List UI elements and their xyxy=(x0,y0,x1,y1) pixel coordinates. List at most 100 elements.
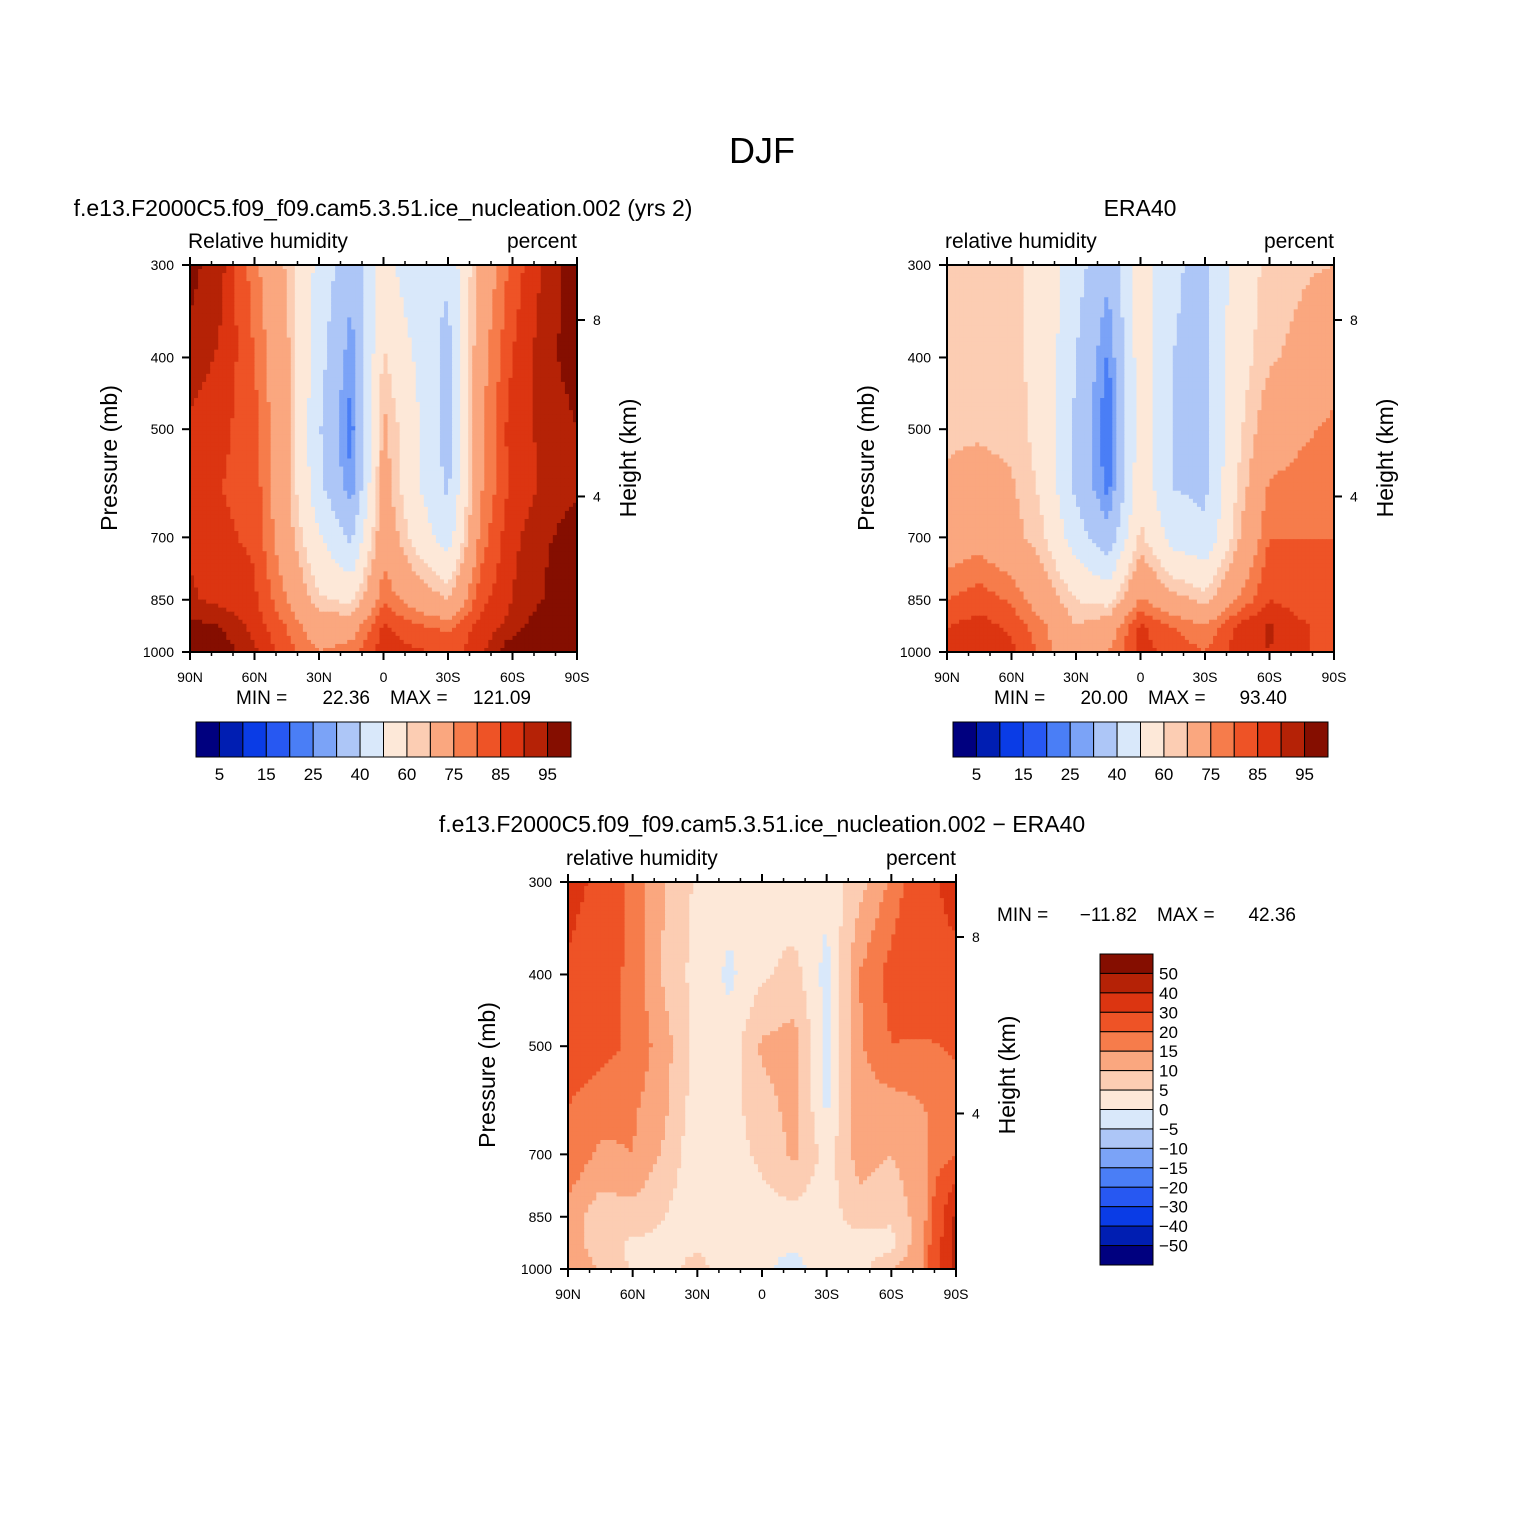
panel-model-field-cell xyxy=(524,349,530,355)
panel-model-field-cell xyxy=(343,349,348,355)
panel-model-field-cell xyxy=(500,301,506,306)
panel-model-field-cell xyxy=(540,438,546,443)
panel-model-field-cell xyxy=(371,285,377,290)
panel-model-field-cell xyxy=(423,313,429,319)
panel-model-field-cell xyxy=(520,329,526,335)
panel-model-field-cell xyxy=(363,381,368,387)
panel-model-field-cell xyxy=(375,454,381,460)
panel-model-field-cell xyxy=(419,361,425,367)
panel-model-field-cell xyxy=(278,373,284,379)
panel-model-field-cell xyxy=(439,281,445,286)
panel-model-field-cell xyxy=(274,365,280,371)
panel-model-field-cell xyxy=(468,357,473,363)
panel-model-field-cell xyxy=(508,361,514,367)
panel-model-field-cell xyxy=(387,438,393,443)
panel-model-field-cell xyxy=(194,438,199,443)
panel-model-field-cell xyxy=(310,430,316,435)
panel-model-field-cell xyxy=(383,438,389,443)
panel-model-field-cell xyxy=(504,337,510,343)
panel-model-field-cell xyxy=(443,442,449,448)
panel-model-field-cell xyxy=(564,414,570,419)
panel-model-field-cell xyxy=(226,341,231,347)
panel-model-field-cell xyxy=(206,430,211,435)
panel-model-field-cell xyxy=(379,462,385,468)
panel-model-field-cell xyxy=(431,381,437,387)
panel-model-field-cell xyxy=(327,462,332,468)
panel-model-field-cell xyxy=(331,305,336,310)
panel-model-field-cell xyxy=(363,430,368,435)
panel-model-field-cell xyxy=(391,353,397,359)
panel-model-field-cell xyxy=(528,470,534,476)
panel-model-field-cell xyxy=(234,297,239,302)
panel-model-field-cell xyxy=(202,406,207,411)
panel-model-field-cell xyxy=(460,373,465,379)
panel-model-field-cell xyxy=(556,458,562,464)
panel-model-field-cell xyxy=(496,369,502,375)
panel-model-field-cell xyxy=(439,341,445,347)
panel-model-field-cell xyxy=(270,373,276,379)
panel-model-field-cell xyxy=(282,381,288,387)
panel-model-field-cell xyxy=(564,265,570,270)
panel-model-field-cell xyxy=(548,398,554,403)
panel-model-field-cell xyxy=(484,434,489,439)
panel-model-field-cell xyxy=(431,398,437,403)
panel-model-field-cell xyxy=(520,309,526,314)
panel-model-field-cell xyxy=(286,398,292,403)
panel-model-field-cell xyxy=(270,349,276,355)
panel-model-field-cell xyxy=(343,281,348,286)
panel-model-field-cell xyxy=(359,293,364,298)
panel-model-field-cell xyxy=(258,406,264,411)
panel-model-field-cell xyxy=(504,265,510,270)
panel-model-field-cell xyxy=(310,313,316,319)
panel-model-field-cell xyxy=(419,430,425,435)
panel-model-field-cell xyxy=(302,430,308,435)
panel-model-field-cell xyxy=(310,281,316,286)
panel-model-field-cell xyxy=(452,446,457,452)
panel-model-field-cell xyxy=(375,422,381,427)
panel-model-field-cell xyxy=(246,385,252,391)
panel-model-field-cell xyxy=(407,410,413,415)
panel-model-field-cell xyxy=(331,434,336,439)
panel-model-field-cell xyxy=(335,381,340,387)
panel-model-field-cell xyxy=(238,321,244,327)
panel-model-field-cell xyxy=(492,377,497,383)
panel-model-field-cell xyxy=(568,289,574,294)
panel-model-field-cell xyxy=(206,422,211,427)
panel-model-field-cell xyxy=(290,329,296,335)
panel-model-field-cell xyxy=(427,313,433,319)
panel-model-field-cell xyxy=(419,297,425,302)
panel-model-field-cell xyxy=(468,369,473,375)
panel-model-field-cell xyxy=(375,402,381,407)
panel-model-field-cell xyxy=(452,394,457,399)
panel-model-field-cell xyxy=(347,353,352,359)
panel-model-field-cell xyxy=(302,293,308,298)
panel-model-field-cell xyxy=(415,462,421,468)
panel-model-field-cell xyxy=(266,309,272,314)
panel-model-field-cell xyxy=(452,385,457,391)
panel-model-field-cell xyxy=(286,454,292,460)
panel-model-field-cell xyxy=(524,470,530,476)
panel-model-field-cell xyxy=(238,273,244,278)
panel-model-field-cell xyxy=(492,446,497,452)
panel-model-field-cell xyxy=(403,325,409,331)
panel-model-field-cell xyxy=(435,450,441,456)
panel-model-field-cell xyxy=(270,317,276,323)
panel-model-field-cell xyxy=(222,426,227,431)
panel-model-field-cell xyxy=(371,418,377,423)
panel-model-field-cell xyxy=(500,353,506,359)
panel-model-field-cell xyxy=(355,301,360,306)
panel-model-field-cell xyxy=(480,361,485,367)
panel-model-field-cell xyxy=(391,422,397,427)
panel-model-field-cell xyxy=(339,446,344,452)
panel-model-field-cell xyxy=(202,394,207,399)
panel-model-field-cell xyxy=(302,410,308,415)
panel-model-field-cell xyxy=(448,414,453,419)
panel-model-field-cell xyxy=(480,325,485,331)
panel-model-field-cell xyxy=(298,305,304,310)
panel-model-field-cell xyxy=(230,458,235,464)
panel-model-field-cell xyxy=(407,442,413,448)
panel-model-field-cell xyxy=(306,325,312,331)
panel-model-field-cell xyxy=(274,293,280,298)
panel-model-field-cell xyxy=(496,273,502,278)
panel-model-field-cell xyxy=(476,329,481,335)
